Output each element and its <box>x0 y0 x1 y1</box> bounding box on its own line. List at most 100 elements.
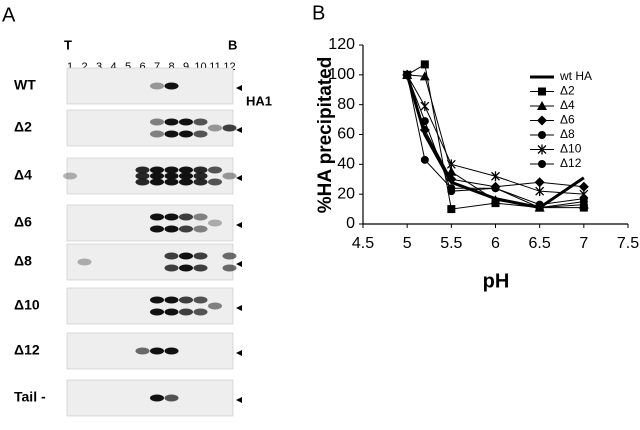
data-point <box>491 184 500 193</box>
arrowhead <box>236 350 242 356</box>
gel-band <box>222 252 237 260</box>
y-tick-label: 60 <box>337 126 355 143</box>
x-tick-label: 7.5 <box>617 235 639 252</box>
panel-label: A <box>2 4 16 26</box>
y-tick-label: 40 <box>337 156 355 173</box>
legend-marker <box>537 101 547 110</box>
data-point <box>578 181 589 192</box>
gel-band <box>208 124 222 132</box>
arrowhead <box>236 127 242 133</box>
gel-band <box>135 172 150 180</box>
legend-marker <box>538 87 546 96</box>
y-tick-label: 20 <box>337 185 355 202</box>
gel-band <box>150 213 164 221</box>
legend-label: Δ2 <box>560 84 575 98</box>
data-point <box>491 171 500 182</box>
gel-strip <box>66 243 234 281</box>
series-line <box>406 74 584 206</box>
gel-band <box>179 225 193 233</box>
x-tick-label: 6 <box>491 235 500 252</box>
data-point <box>447 187 456 196</box>
arrowhead <box>236 85 242 91</box>
legend-marker <box>538 160 546 168</box>
data-point <box>420 101 430 112</box>
gel-band <box>150 172 164 180</box>
gel-band <box>164 394 179 402</box>
gel-band <box>135 178 150 186</box>
arrowhead <box>236 222 242 228</box>
arrowhead <box>236 261 242 267</box>
gel-band <box>193 296 208 304</box>
gel-band <box>208 166 222 174</box>
data-point <box>535 186 545 197</box>
row-label: Δ4 <box>14 167 32 183</box>
gel-band <box>150 394 164 402</box>
legend-label: Δ12 <box>560 156 582 170</box>
gel-band <box>164 296 179 304</box>
x-tick-label: 6.5 <box>529 235 551 252</box>
legend-marker <box>538 131 546 139</box>
gel-band <box>164 118 179 126</box>
data-point <box>419 71 430 81</box>
gel-band <box>179 213 193 221</box>
row-label: Δ10 <box>14 297 40 313</box>
lane-number: 3 <box>96 61 102 73</box>
legend-label: Δ4 <box>560 98 575 112</box>
lane-number: 1 <box>67 61 73 73</box>
x-tick-label: 5 <box>403 235 412 252</box>
data-point <box>579 194 588 203</box>
gel-band <box>164 82 179 90</box>
row-label: Tail - <box>14 389 46 405</box>
row-label: WT <box>14 77 36 93</box>
gel-band <box>164 252 179 260</box>
gel-band <box>193 130 208 138</box>
arrowhead <box>236 397 242 403</box>
gel-band <box>208 178 222 186</box>
data-point <box>446 166 457 176</box>
gel-band <box>193 225 208 233</box>
series-line <box>406 74 584 195</box>
row-label: Δ2 <box>14 119 32 135</box>
gel-band <box>193 264 208 272</box>
data-point <box>446 159 456 170</box>
gel-band <box>164 225 179 233</box>
gel-band <box>63 172 77 180</box>
y-tick-label: 0 <box>346 215 355 232</box>
gel-band <box>164 264 179 272</box>
y-tick-label: 80 <box>337 96 355 113</box>
gel-band <box>150 296 164 304</box>
arrowhead <box>236 175 242 181</box>
legend-label: Δ8 <box>560 127 575 141</box>
bottom-label: B <box>228 37 237 52</box>
gel-band <box>222 172 237 180</box>
gel-band <box>179 264 193 272</box>
gel-band <box>193 118 208 126</box>
gel-band <box>193 308 208 316</box>
gel-band <box>179 166 193 174</box>
gel-band <box>193 252 208 260</box>
data-point <box>490 195 501 205</box>
gel-band <box>135 166 150 174</box>
gel-band <box>164 130 179 138</box>
gel-strip <box>66 287 234 325</box>
lane-number: 5 <box>125 61 131 73</box>
gel-band <box>179 172 193 180</box>
legend-marker <box>537 115 547 126</box>
row-label: Δ8 <box>14 253 32 269</box>
data-point <box>447 205 456 214</box>
data-point <box>534 177 545 188</box>
y-axis-label: %HA precipitated <box>315 57 336 214</box>
data-point <box>535 200 544 209</box>
x-tick-label: 7 <box>579 235 588 252</box>
legend-label: Δ6 <box>560 113 575 127</box>
legend-marker <box>537 144 547 155</box>
gel-band <box>179 118 193 126</box>
lane-number: 8 <box>168 61 174 73</box>
gel-band <box>222 124 237 132</box>
gel-band <box>150 130 164 138</box>
gel-band <box>164 308 179 316</box>
gel-strip <box>66 109 234 147</box>
gel-band <box>179 296 193 304</box>
